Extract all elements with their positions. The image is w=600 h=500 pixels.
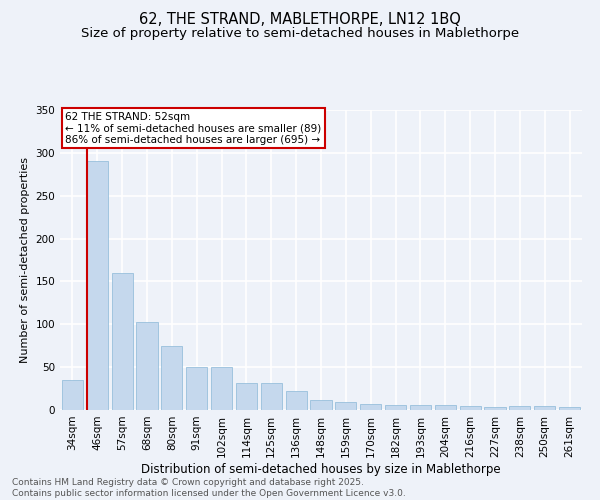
- Bar: [286, 391, 307, 410]
- Bar: [534, 406, 555, 410]
- Bar: [410, 405, 431, 410]
- Bar: [186, 367, 207, 410]
- Text: 62, THE STRAND, MABLETHORPE, LN12 1BQ: 62, THE STRAND, MABLETHORPE, LN12 1BQ: [139, 12, 461, 28]
- Text: Contains HM Land Registry data © Crown copyright and database right 2025.
Contai: Contains HM Land Registry data © Crown c…: [12, 478, 406, 498]
- Bar: [559, 408, 580, 410]
- Bar: [335, 402, 356, 410]
- Bar: [385, 405, 406, 410]
- Bar: [236, 382, 257, 410]
- Bar: [435, 405, 456, 410]
- Bar: [161, 346, 182, 410]
- Bar: [136, 322, 158, 410]
- Bar: [484, 408, 506, 410]
- Bar: [460, 406, 481, 410]
- Bar: [310, 400, 332, 410]
- Bar: [509, 406, 530, 410]
- Bar: [261, 382, 282, 410]
- Text: 62 THE STRAND: 52sqm
← 11% of semi-detached houses are smaller (89)
86% of semi-: 62 THE STRAND: 52sqm ← 11% of semi-detac…: [65, 112, 322, 144]
- Text: Size of property relative to semi-detached houses in Mablethorpe: Size of property relative to semi-detach…: [81, 28, 519, 40]
- Bar: [87, 162, 108, 410]
- Bar: [211, 367, 232, 410]
- Bar: [112, 273, 133, 410]
- Bar: [360, 404, 381, 410]
- Bar: [62, 380, 83, 410]
- X-axis label: Distribution of semi-detached houses by size in Mablethorpe: Distribution of semi-detached houses by …: [141, 462, 501, 475]
- Y-axis label: Number of semi-detached properties: Number of semi-detached properties: [20, 157, 30, 363]
